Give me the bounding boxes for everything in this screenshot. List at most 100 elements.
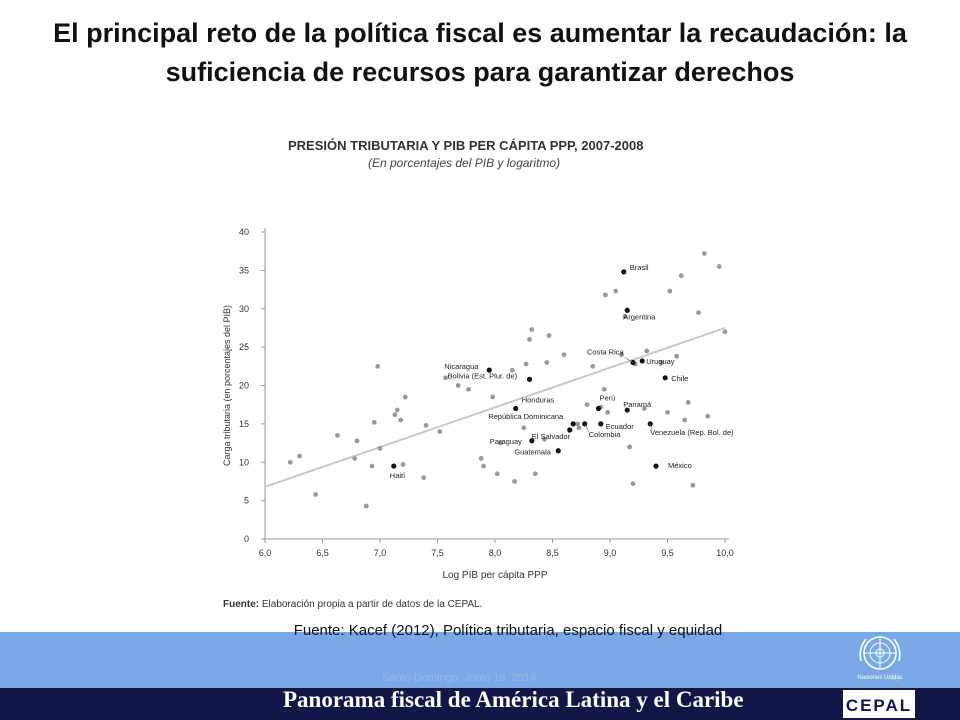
scatter-point <box>478 456 484 461</box>
un-logo-caption: Naciones Unidas <box>857 675 902 681</box>
scatter-point <box>352 456 358 461</box>
country-point <box>595 405 602 412</box>
scatter-point <box>576 425 582 431</box>
x-tick-label: 7,5 <box>431 548 444 558</box>
scatter-point <box>529 327 535 332</box>
labels-layer: Brasil Argentina Costa Rica Uruguay Chile Nic… <box>390 263 734 480</box>
country-label: Argentina <box>623 312 656 321</box>
chart-source-label: Fuente: <box>223 599 260 610</box>
chart-title: PRESIÓN TRIBUTARIA Y PIB PER CÁPITA PPP,… <box>288 138 644 153</box>
country-label: República Dominicana <box>488 412 564 421</box>
scatter-point <box>392 412 398 418</box>
scatter-point <box>466 386 471 392</box>
scatter-point <box>377 446 383 451</box>
country-label: Honduras <box>522 396 555 405</box>
fuente-text: Fuente: Kacef (2012), Política tributari… <box>293 622 723 639</box>
scatter-point <box>685 399 691 405</box>
scatter-point <box>335 432 340 438</box>
trend-line <box>264 326 726 488</box>
country-point <box>598 421 604 427</box>
scatter-point <box>642 406 647 411</box>
footer-title: Panorama fiscal de América Latina y el C… <box>283 687 744 712</box>
scatter-point <box>313 492 318 497</box>
cepal-logo-icon: CEPAL <box>843 690 915 718</box>
scatter-point <box>544 360 550 365</box>
country-label: Chile <box>671 374 688 383</box>
scatter-point <box>490 394 496 400</box>
scatter-point <box>690 482 696 488</box>
un-emblem-icon: Naciones Unidas <box>857 636 903 681</box>
scatter-point <box>498 440 504 446</box>
scatter-point <box>542 436 547 442</box>
scatter-point <box>561 352 567 358</box>
y-tick-label: 5 <box>244 496 249 506</box>
scatter-point <box>605 409 611 415</box>
country-point <box>526 376 533 382</box>
scatter-point <box>527 337 532 342</box>
scatter-point <box>398 417 404 423</box>
country-point <box>639 358 645 364</box>
scatter-point <box>400 462 406 467</box>
scatter-point <box>590 363 596 369</box>
scatter-point <box>532 471 538 477</box>
x-tick-label: 6,0 <box>259 548 272 558</box>
country-label: Uruguay <box>646 357 675 366</box>
scatter-point <box>546 333 552 339</box>
country-point <box>529 438 535 444</box>
y-tick-label: 0 <box>244 534 249 544</box>
trend-layer <box>264 326 726 488</box>
y-tick-label: 10 <box>239 457 249 467</box>
y-tick-label: 40 <box>239 227 249 237</box>
country-label: Paraguay <box>490 437 522 446</box>
country-point <box>555 448 561 454</box>
x-tick-label: 8,5 <box>546 548 559 558</box>
x-tick-label: 7,0 <box>374 548 387 558</box>
country-label: Ecuador <box>606 422 634 431</box>
scatter-point <box>630 481 636 487</box>
country-point <box>391 463 397 469</box>
scatter-point <box>287 459 293 465</box>
scatter-point <box>481 463 486 469</box>
scatter-point <box>371 419 377 425</box>
country-label: El Salvador <box>532 432 571 441</box>
bottom-bar <box>0 688 960 720</box>
scatter-point <box>394 407 400 413</box>
country-label: Nicaragua <box>444 362 479 371</box>
scatter-point <box>678 273 684 279</box>
country-point <box>653 463 659 469</box>
chart-subtitle: (En porcentajes del PIB y logaritmo) <box>368 156 561 170</box>
x-tick-label: 9,0 <box>604 548 617 558</box>
country-label: Costa Rica <box>587 347 625 356</box>
country-point <box>513 405 519 412</box>
scatter-point <box>716 264 722 269</box>
scatter-point <box>437 429 443 434</box>
scatter-point <box>667 288 673 294</box>
scatter-point <box>705 413 711 419</box>
scatter-point <box>613 288 619 294</box>
x-tick-label: 6,5 <box>316 548 329 558</box>
country-label: Perú <box>600 394 616 403</box>
scatter-point <box>455 383 461 388</box>
y-tick-label: 20 <box>239 381 249 391</box>
scatter-point <box>622 314 628 319</box>
costa-rica-leader <box>624 357 634 363</box>
page-number: 45 <box>888 672 901 684</box>
y-axis-label: Carga tributaria (en porcentajes del PIB… <box>222 305 232 466</box>
scatter-point <box>297 453 302 459</box>
country-label: Venezuela (Rep. Bol. de) <box>650 428 734 437</box>
venezuela-leader <box>649 423 653 430</box>
y-tick-label: 35 <box>239 265 249 275</box>
footer-band <box>0 632 960 688</box>
y-tick-label: 15 <box>239 419 249 429</box>
scatter-point <box>402 394 408 400</box>
country-label: Panamá <box>623 400 652 409</box>
scatter-point <box>521 425 527 431</box>
scatter-point <box>644 348 650 354</box>
country-label: Brasil <box>630 263 649 272</box>
scatter-point <box>722 329 728 335</box>
country-label: México <box>668 461 692 470</box>
scatter-point <box>603 292 608 298</box>
scatter-point <box>509 367 515 373</box>
cepal-logo-text: CEPAL <box>846 696 912 715</box>
